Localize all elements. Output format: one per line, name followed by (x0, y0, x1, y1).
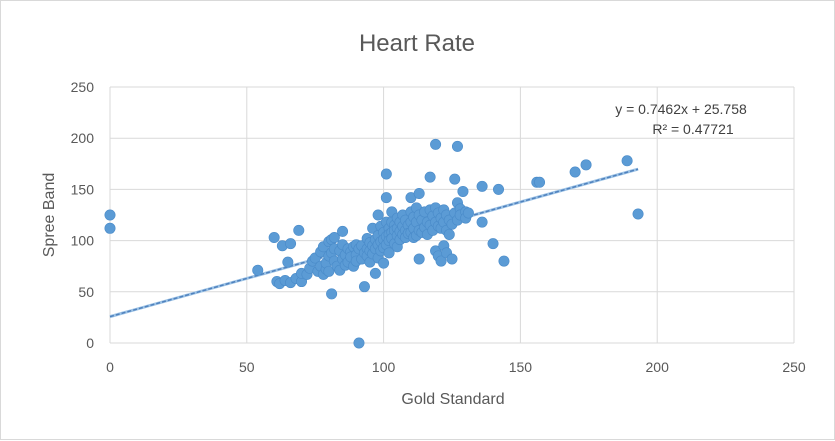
data-point (252, 264, 264, 276)
data-point (369, 267, 381, 279)
data-point (498, 255, 510, 267)
data-points (104, 138, 644, 349)
data-point (569, 166, 581, 178)
tick-labels: 0 50 100 150 200 250 0 50 100 150 200 250 (71, 79, 806, 375)
data-point (580, 159, 592, 171)
trendline-line (109, 168, 639, 318)
data-point (372, 209, 384, 221)
data-point (337, 225, 349, 237)
data-point (435, 255, 447, 267)
data-point (446, 253, 458, 265)
trendline-equation: y = 0.7462x + 25.758 (615, 101, 747, 117)
data-point (443, 228, 455, 240)
data-point (632, 208, 644, 220)
data-point (476, 180, 488, 192)
data-point (323, 265, 335, 277)
y-tick-label: 0 (86, 335, 94, 351)
y-tick-label: 150 (71, 181, 95, 197)
data-point (487, 238, 499, 250)
data-point (413, 253, 425, 265)
data-point (380, 192, 392, 204)
y-tick-label: 100 (71, 233, 95, 249)
chart-title: Heart Rate (359, 30, 475, 57)
data-point (383, 247, 395, 259)
y-tick-label: 250 (71, 79, 95, 95)
data-point (282, 256, 294, 268)
data-point (476, 216, 488, 228)
data-point (449, 173, 461, 185)
data-point (293, 224, 305, 236)
data-point (462, 207, 474, 219)
x-axis-label: Gold Standard (401, 391, 504, 408)
data-point (380, 168, 392, 180)
data-point (328, 232, 340, 244)
y-axis-label: Spree Band (41, 173, 58, 258)
y-tick-label: 50 (78, 284, 94, 300)
x-tick-label: 0 (106, 359, 114, 375)
gridlines (109, 86, 795, 344)
data-point (534, 176, 546, 188)
data-point (493, 183, 505, 195)
data-point (451, 140, 463, 152)
data-point (430, 138, 442, 150)
data-point (621, 155, 633, 167)
trendline-r2: R² = 0.47721 (652, 121, 734, 137)
data-point (268, 232, 280, 244)
data-point (104, 222, 116, 234)
data-point (326, 288, 338, 300)
data-point (104, 209, 116, 221)
x-tick-label: 200 (646, 359, 670, 375)
data-point (378, 257, 390, 269)
data-point (285, 238, 297, 250)
y-tick-label: 200 (71, 130, 95, 146)
x-tick-label: 250 (782, 359, 806, 375)
data-point (358, 281, 370, 293)
data-point (457, 185, 469, 197)
x-tick-label: 100 (372, 359, 396, 375)
x-tick-label: 150 (509, 359, 533, 375)
x-tick-label: 50 (239, 359, 255, 375)
data-point (413, 187, 425, 199)
data-point (424, 171, 436, 183)
data-point (353, 337, 365, 349)
